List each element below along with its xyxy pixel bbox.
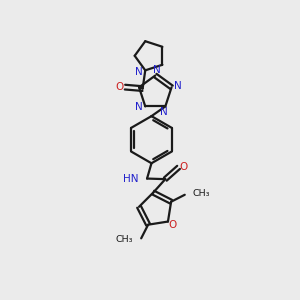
Text: O: O bbox=[169, 220, 177, 230]
Text: N: N bbox=[135, 67, 143, 77]
Text: N: N bbox=[153, 64, 160, 75]
Text: CH₃: CH₃ bbox=[116, 235, 133, 244]
Text: CH₃: CH₃ bbox=[193, 189, 211, 198]
Text: N: N bbox=[160, 107, 168, 117]
Text: N: N bbox=[135, 102, 143, 112]
Text: O: O bbox=[179, 162, 188, 172]
Text: N: N bbox=[174, 81, 182, 92]
Text: HN: HN bbox=[123, 174, 139, 184]
Text: O: O bbox=[116, 82, 124, 92]
